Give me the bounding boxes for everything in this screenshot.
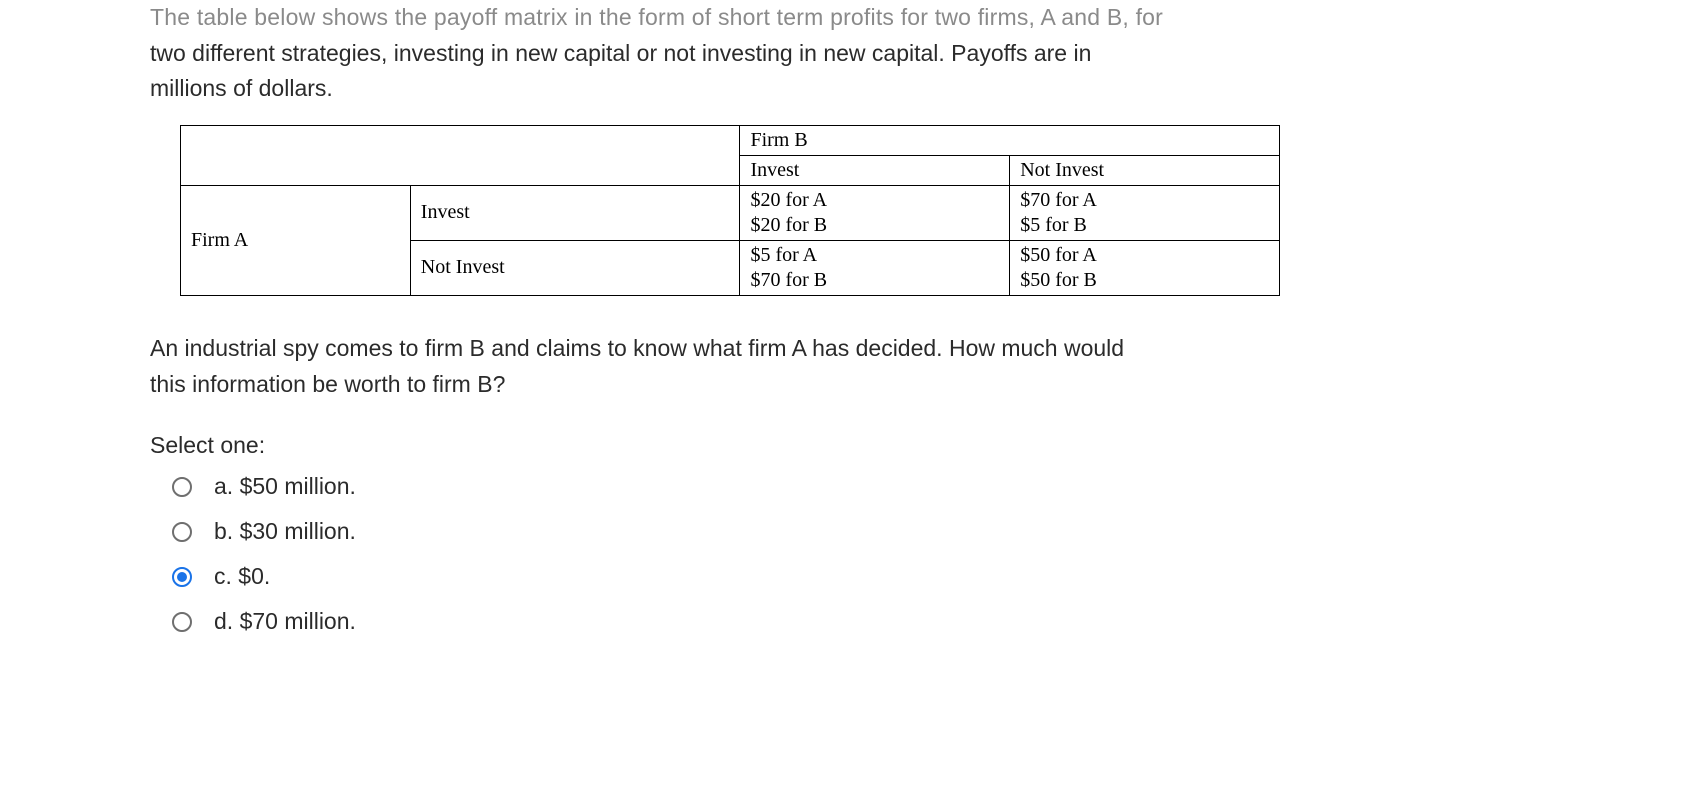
cell-ni-b: $70 for B	[750, 269, 827, 291]
question-line-2: this information be worth to firm B?	[150, 371, 505, 397]
row-invest-header: Invest	[410, 185, 740, 240]
question-line-1: An industrial spy comes to firm B and cl…	[150, 335, 1124, 361]
option-b[interactable]: b. $30 million.	[172, 518, 1540, 545]
option-c[interactable]: c. $0.	[172, 563, 1540, 590]
question-intro: The table below shows the payoff matrix …	[150, 0, 1540, 107]
radio-d[interactable]	[172, 612, 192, 632]
cell-notinvest-invest: $5 for A $70 for B	[740, 240, 1010, 295]
question-text: An industrial spy comes to firm B and cl…	[150, 331, 1540, 402]
options-list: a. $50 million. b. $30 million. c. $0. d…	[150, 473, 1540, 635]
select-one-label: Select one:	[150, 432, 1540, 459]
col-not-invest-header: Not Invest	[1010, 155, 1280, 185]
cell-ni-a: $5 for A	[750, 244, 817, 266]
cell-nn-a: $50 for A	[1020, 244, 1097, 266]
option-d-label: d. $70 million.	[214, 608, 356, 635]
cell-ii-b: $20 for B	[750, 214, 827, 236]
intro-line-2: two different strategies, investing in n…	[150, 40, 1091, 66]
firm-a-header: Firm A	[181, 185, 411, 295]
cell-ii-a: $20 for A	[750, 189, 827, 211]
intro-line-1: The table below shows the payoff matrix …	[150, 4, 1163, 30]
option-b-label: b. $30 million.	[214, 518, 356, 545]
option-a-label: a. $50 million.	[214, 473, 356, 500]
cell-in-b: $5 for B	[1020, 214, 1087, 236]
intro-line-3: millions of dollars.	[150, 75, 333, 101]
row-not-invest-header: Not Invest	[410, 240, 740, 295]
cell-notinvest-notinvest: $50 for A $50 for B	[1010, 240, 1280, 295]
cell-nn-b: $50 for B	[1020, 269, 1097, 291]
option-d[interactable]: d. $70 million.	[172, 608, 1540, 635]
cell-invest-notinvest: $70 for A $5 for B	[1010, 185, 1280, 240]
payoff-matrix-table: Firm B Invest Not Invest Firm A Invest $…	[180, 125, 1280, 296]
firm-b-header: Firm B	[740, 125, 1280, 155]
radio-a[interactable]	[172, 477, 192, 497]
radio-c[interactable]	[172, 567, 192, 587]
option-a[interactable]: a. $50 million.	[172, 473, 1540, 500]
cell-in-a: $70 for A	[1020, 189, 1097, 211]
cell-invest-invest: $20 for A $20 for B	[740, 185, 1010, 240]
col-invest-header: Invest	[740, 155, 1010, 185]
option-c-label: c. $0.	[214, 563, 270, 590]
radio-b[interactable]	[172, 522, 192, 542]
